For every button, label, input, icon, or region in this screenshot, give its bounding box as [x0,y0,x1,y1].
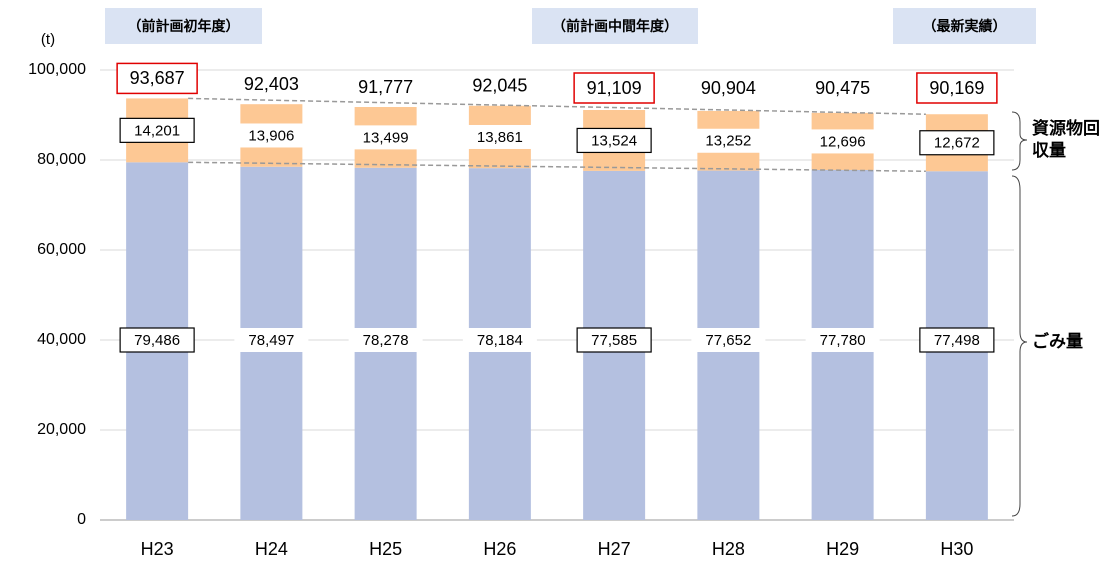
total-box [116,62,198,95]
y-tick-label: 0 [77,511,86,528]
brace [1011,175,1028,517]
data-label: 77,585 [591,332,637,349]
data-label: 78,184 [477,332,523,349]
trend-line [188,97,926,115]
annotation: （前計画中間年度） [552,18,678,35]
y-tick-label: 100,000 [28,61,86,78]
total-label: 91,109 [587,78,642,98]
label-box [691,328,766,352]
label-box [805,328,880,352]
annotation-box [105,8,262,44]
label-box [462,124,537,149]
label-box [576,327,652,353]
label-box [234,123,309,148]
y-tick-label: 20,000 [37,421,86,438]
y-tick-label: 80,000 [37,151,86,168]
label-box [348,328,423,352]
y-tick-label: 40,000 [37,331,86,348]
label-box [119,327,195,353]
label-box [462,328,537,352]
label-box [348,125,423,150]
total-label: 90,475 [815,78,870,98]
total-box [916,72,998,104]
annotation: （前計画初年度） [128,18,240,35]
data-label: 12,696 [820,133,866,150]
label-box [234,328,309,352]
annotation: （最新実績） [923,18,1007,35]
total-label: 92,045 [472,76,527,96]
brace [1011,111,1028,171]
x-tick-label: H27 [598,539,631,559]
total-label: 90,169 [929,78,984,98]
label-box [119,117,195,143]
data-label: 77,652 [705,332,751,349]
data-label: 12,672 [934,135,980,152]
y-axis-label: (t) [41,31,55,48]
series-label: 資源物回収量 [1032,119,1100,161]
label-box [805,129,880,154]
total-box [573,72,655,104]
data-label: 78,278 [363,332,409,349]
x-tick-label: H23 [141,539,174,559]
total-label: 92,403 [244,74,299,94]
x-tick-label: H25 [369,539,402,559]
x-tick-label: H29 [826,539,859,559]
y-tick-label: 60,000 [37,241,86,258]
data-label: 78,497 [248,332,294,349]
data-label: 13,499 [363,129,409,146]
label-box [576,127,652,154]
x-tick-label: H28 [712,539,745,559]
data-label: 13,524 [591,132,637,149]
data-label: 13,906 [248,127,294,144]
label-box [691,128,766,153]
x-tick-label: H24 [255,539,288,559]
annotation-box [893,8,1036,44]
x-tick-label: H30 [940,539,973,559]
series-label: ごみ量 [1032,332,1083,352]
label-box [919,327,995,353]
data-label: 13,861 [477,129,523,146]
data-label: 79,486 [134,332,180,349]
data-label: 77,780 [820,332,866,349]
data-label: 77,498 [934,332,980,349]
trend-line [188,161,926,173]
data-label: 14,201 [134,122,180,139]
data-label: 13,252 [705,133,751,150]
label-box [919,130,995,156]
annotation-box [532,8,698,44]
total-label: 93,687 [130,68,185,88]
total-label: 91,777 [358,77,413,97]
total-label: 90,904 [701,78,756,98]
x-tick-label: H26 [483,539,516,559]
